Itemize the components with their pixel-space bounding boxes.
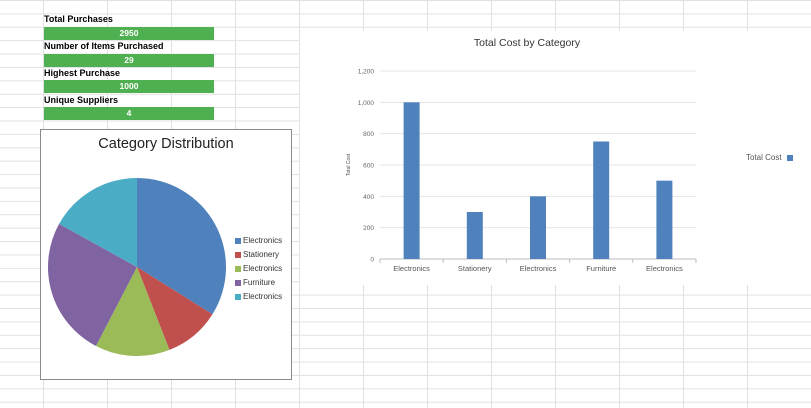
pie-chart-panel[interactable]: Category Distribution Electronics Statio… bbox=[40, 129, 292, 380]
y-tick-label: 600 bbox=[363, 163, 374, 170]
kpi-value-unique-suppliers[interactable]: 4 bbox=[44, 107, 214, 120]
pie-slice[interactable] bbox=[59, 178, 137, 267]
pie-chart-legend: Electronics Stationery Electronics Furni… bbox=[235, 234, 282, 304]
bar[interactable] bbox=[593, 141, 610, 260]
bar-legend-label: Total Cost bbox=[746, 153, 782, 162]
kpi-label-unique-suppliers: Unique Suppliers bbox=[44, 95, 119, 105]
kpi-label-total-purchases: Total Purchases bbox=[44, 14, 113, 24]
legend-swatch bbox=[235, 266, 241, 272]
legend-swatch bbox=[235, 280, 241, 286]
bar[interactable] bbox=[656, 180, 673, 259]
bar[interactable] bbox=[466, 212, 483, 259]
y-tick-label: 800 bbox=[363, 131, 374, 138]
legend-swatch bbox=[786, 154, 793, 161]
y-tick-label: 0 bbox=[370, 257, 374, 264]
pie-legend-item: Electronics bbox=[235, 234, 282, 248]
x-tick-label: Electronics bbox=[646, 264, 683, 273]
y-tick-label: 1,000 bbox=[358, 100, 375, 107]
kpi-value-items-purchased[interactable]: 29 bbox=[44, 54, 214, 67]
kpi-label-items-purchased: Number of Items Purchased bbox=[44, 41, 164, 51]
bar[interactable] bbox=[530, 196, 546, 259]
x-tick-label: Furniture bbox=[586, 264, 616, 273]
x-tick-label: Stationery bbox=[458, 264, 492, 273]
pie-chart-title: Category Distribution bbox=[98, 136, 234, 152]
x-tick-label: Electronics bbox=[520, 264, 557, 273]
pie-chart[interactable] bbox=[41, 130, 291, 379]
pie-legend-label: Stationery bbox=[243, 250, 280, 259]
bar[interactable] bbox=[403, 102, 420, 259]
pie-legend-label: Electronics bbox=[243, 292, 283, 301]
pie-legend-label: Electronics bbox=[243, 264, 283, 273]
pie-slice[interactable] bbox=[95, 267, 170, 356]
kpi-label-highest-purchase: Highest Purchase bbox=[44, 68, 121, 78]
bar-chart-title: Total Cost by Category bbox=[473, 37, 581, 49]
pie-legend-item: Electronics bbox=[235, 290, 282, 304]
pie-legend-label: Furniture bbox=[243, 278, 276, 287]
x-tick-label: Electronics bbox=[393, 264, 430, 273]
pie-legend-label: Electronics bbox=[243, 236, 283, 245]
y-tick-label: 1,200 bbox=[358, 69, 375, 76]
y-tick-label: 400 bbox=[363, 194, 374, 201]
pie-slice[interactable] bbox=[47, 223, 137, 346]
bar-chart-panel[interactable]: 0 200 400 600 800 1,000 1,200 Electronics Statio… bbox=[300, 31, 811, 285]
kpi-value-total-purchases[interactable]: 2950 bbox=[44, 27, 214, 40]
legend-swatch bbox=[235, 294, 241, 300]
bar-chart[interactable]: 0 200 400 600 800 1,000 1,200 Electronics Statio… bbox=[300, 31, 811, 285]
legend-swatch bbox=[235, 252, 241, 258]
bar-chart-legend: Total Cost bbox=[746, 153, 793, 162]
pie-slice[interactable] bbox=[137, 178, 226, 315]
pie-legend-item: Electronics bbox=[235, 262, 282, 276]
pie-slice[interactable] bbox=[137, 267, 213, 350]
y-tick-label: 200 bbox=[363, 225, 374, 232]
legend-swatch bbox=[235, 238, 241, 244]
y-axis-label: Total Cost bbox=[346, 153, 352, 176]
pie-legend-item: Stationery bbox=[235, 248, 282, 262]
pie-legend-item: Furniture bbox=[235, 276, 282, 290]
kpi-value-highest-purchase[interactable]: 1000 bbox=[44, 80, 214, 93]
